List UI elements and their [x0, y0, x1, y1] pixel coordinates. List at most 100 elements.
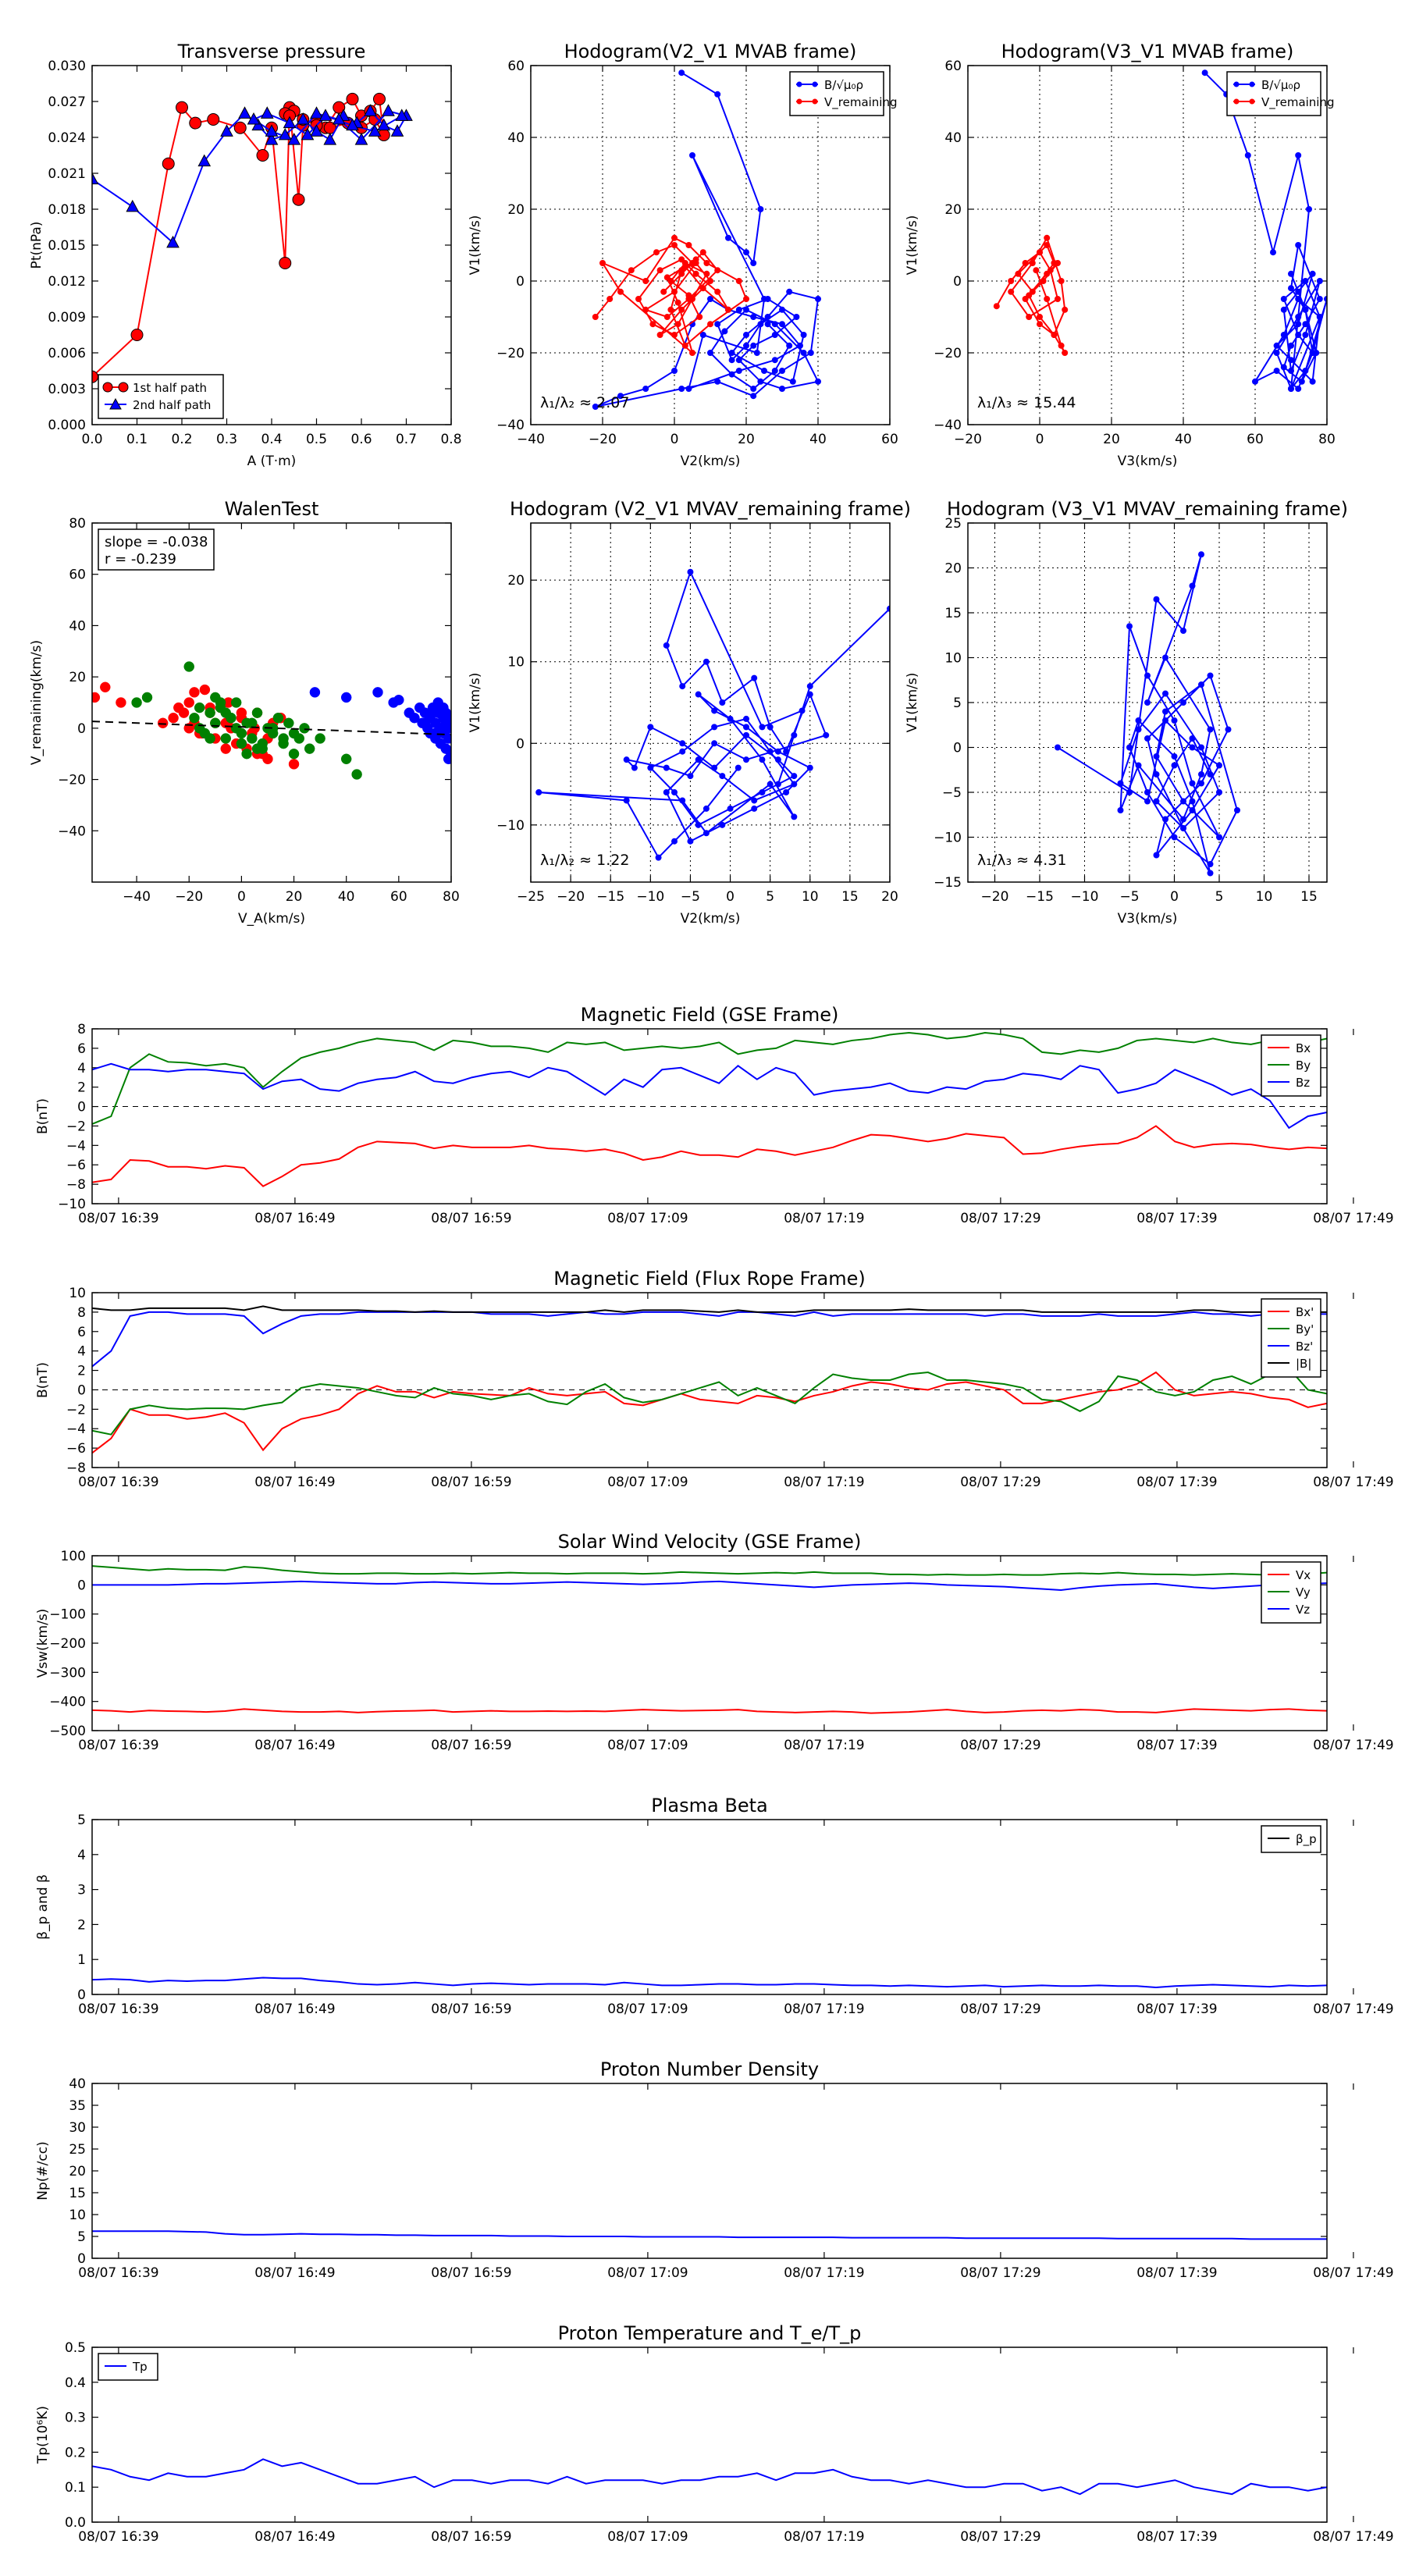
- plot-area: [92, 661, 451, 780]
- y-tick-label: 2: [77, 1917, 86, 1933]
- data-point: [702, 805, 710, 812]
- data-point: [1288, 270, 1294, 277]
- data-point: [714, 288, 721, 295]
- data-point: [681, 263, 688, 270]
- y-tick-label: 60: [69, 568, 86, 583]
- legend: β_p: [1261, 1825, 1321, 1853]
- x-tick-label: 08/07 16:59: [431, 1211, 511, 1226]
- legend: Bx By Bz: [1261, 1034, 1321, 1097]
- y-tick-label: 60: [944, 59, 962, 74]
- legend: B/√μ₀ρ V_remaining: [789, 71, 898, 116]
- data-point: [1295, 332, 1302, 338]
- data-point: [1288, 386, 1294, 392]
- y-tick-label: 0: [77, 1987, 86, 2003]
- data-point: [759, 789, 766, 795]
- data-point: [727, 805, 734, 812]
- data-point: [1015, 270, 1022, 277]
- data-point: [1058, 342, 1065, 349]
- data-point: [714, 378, 721, 385]
- data-point: [656, 267, 663, 274]
- x-tick-label: −5: [681, 889, 700, 905]
- series--b-: [92, 1305, 1327, 1313]
- data-point: [1026, 314, 1033, 320]
- data-point: [1216, 834, 1222, 841]
- data-point: [685, 242, 692, 248]
- data-point: [183, 661, 194, 672]
- series-line: [92, 1580, 1327, 1592]
- data-point: [631, 764, 638, 771]
- data-point: [1180, 798, 1186, 805]
- x-tick-label: 08/07 16:49: [254, 1211, 335, 1226]
- x-axis-label: V2(km/s): [681, 454, 741, 469]
- data-point: [764, 321, 771, 328]
- data-point: [1302, 321, 1309, 328]
- data-point: [1295, 296, 1302, 302]
- x-tick-label: 08/07 16:49: [254, 1738, 335, 1753]
- data-point: [793, 314, 800, 320]
- legend-label: By: [1296, 1059, 1311, 1073]
- data-point: [711, 740, 718, 747]
- chart-title: Hodogram (V3_V1 MVAV_remaining frame): [947, 498, 1348, 520]
- data-point: [1162, 816, 1168, 823]
- x-tick-label: −25: [517, 889, 545, 905]
- y-tick-label: 6: [77, 1041, 86, 1057]
- data-point: [1302, 278, 1309, 284]
- data-point: [1316, 314, 1323, 320]
- y-tick-label: −10: [934, 831, 962, 846]
- data-point: [695, 756, 702, 763]
- data-point: [789, 378, 796, 385]
- data-point: [1252, 378, 1258, 385]
- data-point: [220, 743, 231, 754]
- y-tick-label: 40: [507, 130, 525, 146]
- data-point: [743, 342, 749, 349]
- data-point: [1051, 332, 1058, 338]
- data-point: [753, 350, 760, 356]
- data-point: [346, 118, 359, 131]
- x-tick-label: 08/07 17:49: [1313, 1475, 1393, 1490]
- series-0: [1055, 551, 1240, 877]
- y-tick-label: 0: [516, 274, 525, 290]
- y-tick-label: −400: [49, 1695, 86, 1710]
- data-point: [642, 278, 649, 284]
- data-point: [141, 692, 153, 703]
- series-line: [92, 1062, 1327, 1130]
- legend-marker: [1233, 98, 1240, 105]
- legend: B/√μ₀ρ V_remaining: [1226, 71, 1335, 116]
- data-point: [743, 715, 749, 722]
- plot-area: [993, 69, 1327, 392]
- data-point: [443, 753, 451, 765]
- data-point: [757, 206, 764, 212]
- x-tick-label: 08/07 17:39: [1136, 1475, 1217, 1490]
- x-tick-label: 08/07 17:49: [1313, 1211, 1393, 1226]
- y-axis-label: Pt(nPa): [29, 222, 44, 269]
- y-tick-label: 60: [507, 59, 525, 74]
- chart-beta: Plasma Beta 0 1 2 3 4 5 08/07 16:39 08/07 16:49 0…: [35, 1795, 1394, 2017]
- data-point: [635, 296, 642, 302]
- data-point: [743, 296, 749, 302]
- data-point: [292, 193, 305, 206]
- x-axis-label: V_A(km/s): [238, 911, 305, 927]
- data-point: [678, 267, 685, 274]
- data-point: [210, 692, 221, 703]
- x-tick-label: 08/07 17:29: [960, 2529, 1040, 2545]
- legend-label: By': [1296, 1322, 1314, 1336]
- data-point: [1295, 152, 1302, 158]
- data-point: [671, 789, 678, 795]
- annotation-text: λ₁/λ₃ ≈ 15.44: [977, 394, 1076, 411]
- legend-label: Vx: [1296, 1568, 1311, 1582]
- y-tick-label: −20: [496, 346, 525, 361]
- data-point: [774, 748, 781, 755]
- data-point: [1037, 249, 1043, 256]
- data-point: [1126, 744, 1133, 751]
- data-point: [751, 805, 758, 812]
- series-by-: [92, 1367, 1327, 1436]
- y-tick-label: 10: [69, 1286, 86, 1301]
- y-tick-label: 0: [77, 1100, 86, 1115]
- series-vx: [92, 1708, 1327, 1714]
- x-tick-label: 08/07 16:59: [431, 2265, 511, 2281]
- series-bz: [92, 1062, 1327, 1130]
- data-point: [783, 748, 790, 755]
- series-1: [92, 1976, 1327, 1989]
- annotation-text: λ₁/λ₂ ≈ 1.22: [540, 852, 629, 869]
